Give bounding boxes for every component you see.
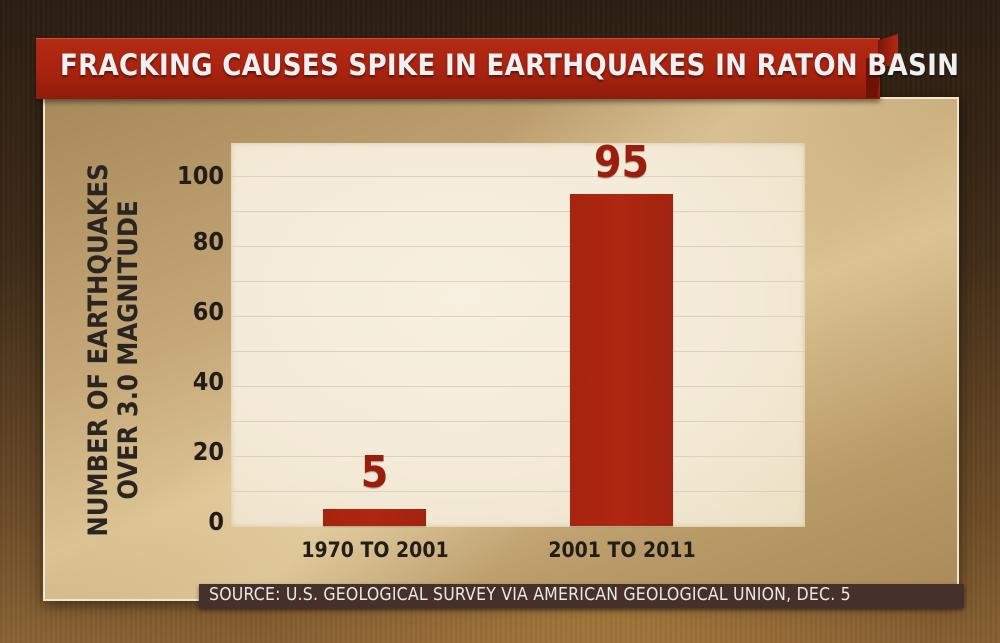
bar-value-label-2001-2011: 95 xyxy=(593,137,650,188)
y-tick-40: 40 xyxy=(192,367,224,396)
gridline-30 xyxy=(231,421,805,422)
gridline-50 xyxy=(231,351,805,352)
gridline-70 xyxy=(231,281,805,282)
gridline-20 xyxy=(231,456,805,457)
banner-fold-shadow xyxy=(866,58,882,98)
gridline-80 xyxy=(231,246,805,247)
y-axis-label-line2: OVER 3.0 MAGNITUDE xyxy=(113,200,144,500)
x-tick-1970-2001: 1970 TO 2001 xyxy=(301,538,449,562)
y-tick-20: 20 xyxy=(192,437,224,466)
source-text: SOURCE: U.S. GEOLOGICAL SURVEY VIA AMERI… xyxy=(209,585,851,605)
y-axis-label: NUMBER OF EARTHQUAKES OVER 3.0 MAGNITUDE xyxy=(83,152,184,548)
bar-1970-2001 xyxy=(323,509,426,526)
gridline-90 xyxy=(231,211,805,212)
y-axis-label-line1: NUMBER OF EARTHQUAKES xyxy=(83,163,114,537)
gridline-60 xyxy=(231,316,805,317)
y-tick-60: 60 xyxy=(192,297,224,326)
y-tick-100: 100 xyxy=(177,161,224,190)
bar-2001-2011 xyxy=(570,194,673,526)
y-tick-80: 80 xyxy=(192,227,224,256)
title-banner xyxy=(36,38,880,99)
x-tick-2001-2011: 2001 TO 2011 xyxy=(548,538,696,562)
banner-fold xyxy=(878,34,898,66)
chart-title: FRACKING CAUSES SPIKE IN EARTHQUAKES IN … xyxy=(60,48,960,82)
gridline-10 xyxy=(231,491,805,492)
gridline-100 xyxy=(231,176,805,177)
plot-area: 5 95 xyxy=(231,137,805,527)
bar-value-label-1970-2001: 5 xyxy=(360,447,389,498)
gridline-40 xyxy=(231,386,805,387)
y-tick-0: 0 xyxy=(208,507,224,536)
source-bar: SOURCE: U.S. GEOLOGICAL SURVEY VIA AMERI… xyxy=(199,584,964,608)
